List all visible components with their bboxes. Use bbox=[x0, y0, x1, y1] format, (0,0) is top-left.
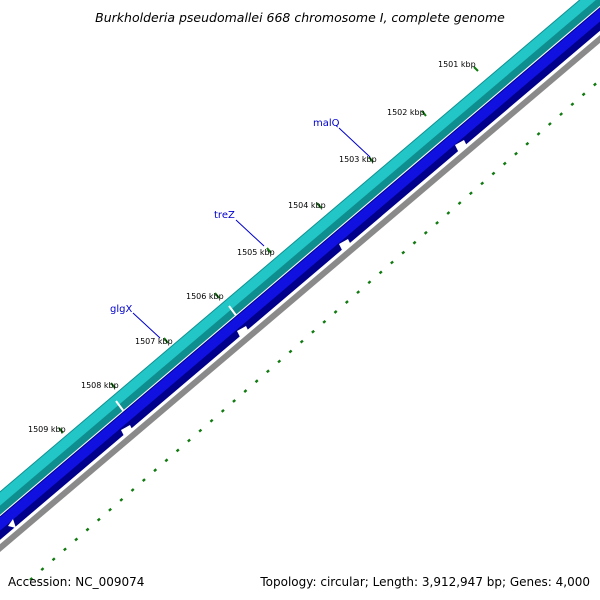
forward-gene-boundary bbox=[115, 400, 126, 414]
tick-mark-1509 bbox=[58, 427, 64, 434]
tick-mark-1504 bbox=[316, 202, 322, 209]
tick-label-1506: 1506 kbp bbox=[186, 292, 224, 301]
tick-label-1509: 1509 kbp bbox=[28, 425, 66, 434]
tick-mark-1506 bbox=[214, 292, 220, 299]
tick-label-1507: 1507 kbp bbox=[135, 337, 173, 346]
tick-label-1504: 1504 kbp bbox=[288, 201, 326, 210]
tick-label-1503: 1503 kbp bbox=[339, 155, 377, 164]
tick-mark-1508 bbox=[110, 382, 116, 389]
gene-leader-malq bbox=[338, 127, 371, 158]
reverse-gene-gap bbox=[8, 519, 16, 528]
tick-mark-1502 bbox=[421, 110, 427, 117]
reverse-gene-gap bbox=[455, 140, 468, 153]
reverse-track-fill bbox=[0, 8, 600, 531]
gene-leader-trez bbox=[235, 219, 265, 247]
tick-mark-1507 bbox=[163, 337, 169, 344]
forward-track-fill bbox=[0, 0, 596, 506]
tick-label-1505: 1505 kbp bbox=[237, 248, 275, 257]
gene-labels: malQ treZ glgX bbox=[110, 118, 371, 339]
tick-label-1501: 1501 kbp bbox=[438, 60, 476, 69]
accession-text: Accession: NC_009074 bbox=[8, 575, 144, 589]
gene-label-glgx: glgX bbox=[110, 304, 132, 315]
genome-summary-text: Topology: circular; Length: 3,912,947 bp… bbox=[259, 575, 590, 589]
tick-mark-1503 bbox=[368, 156, 374, 163]
major-ticks: 1501 kbp 1502 kbp 1503 kbp 1504 kbp 1505… bbox=[28, 60, 479, 434]
genome-backbone bbox=[0, 35, 600, 552]
tick-mark-1505 bbox=[266, 247, 272, 254]
map-title: Burkholderia pseudomallei 668 chromosome… bbox=[95, 10, 505, 25]
tick-mark-1501 bbox=[473, 66, 479, 72]
gene-label-malq: malQ bbox=[313, 118, 340, 129]
gene-leader-glgx bbox=[132, 312, 161, 339]
gene-label-trez: treZ bbox=[214, 210, 235, 221]
tick-label-1508: 1508 kbp bbox=[81, 381, 119, 390]
tick-label-1502: 1502 kbp bbox=[387, 108, 425, 117]
inner-tick-marks bbox=[29, 79, 600, 581]
